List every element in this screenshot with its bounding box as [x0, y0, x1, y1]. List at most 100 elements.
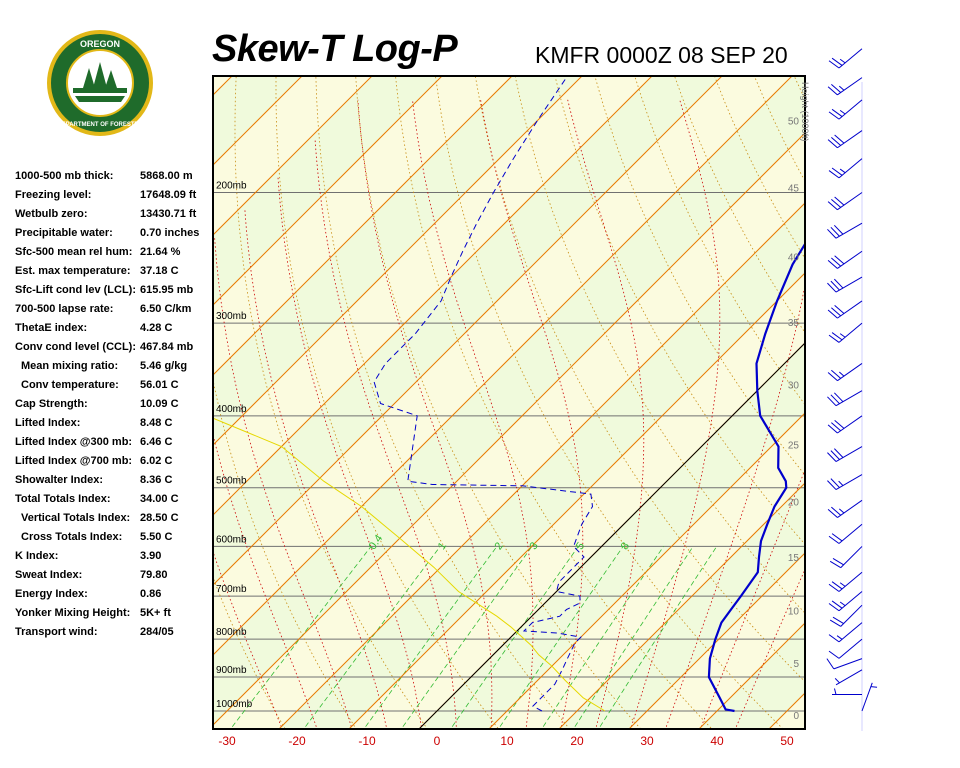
isotherm-line — [348, 272, 805, 729]
index-value: 6.46 C — [140, 436, 173, 448]
wind-barb — [827, 250, 863, 269]
wind-barb — [827, 474, 863, 490]
mixing-ratio-line — [542, 546, 664, 727]
sounding-indices-list: 1000-500 mb thick: 5868.00 m Freezing leve… — [15, 168, 215, 643]
dry-adiabat-line — [935, 0, 960, 730]
index-row: Conv cond level (CCL): 467.84 mb — [15, 339, 215, 358]
height-tick-label: 45 — [788, 184, 800, 195]
index-value: 21.64 % — [140, 246, 181, 258]
index-label: Lifted Index @300 mb: — [15, 436, 133, 448]
index-row: Transport wind: 284/05 — [15, 624, 215, 643]
height-tick-label: 50 — [788, 117, 800, 128]
isotherm-line — [213, 76, 443, 306]
height-tick-label: 25 — [788, 440, 800, 451]
x-tick-label: 0 — [434, 734, 441, 748]
height-tick-label: 5 — [793, 659, 799, 670]
moist-adiabat-line — [244, 208, 387, 727]
index-value: 0.70 inches — [140, 227, 200, 239]
index-row: Lifted Index @300 mb: 6.46 C — [15, 434, 215, 453]
index-row: Precipitable water: 0.70 inches — [15, 225, 215, 244]
mixing-ratio-label: 3 — [528, 540, 541, 552]
moist-adiabat-line — [314, 140, 457, 727]
dry-adiabat-line — [234, 76, 428, 729]
wind-barb — [827, 222, 863, 239]
wind-barb — [826, 658, 863, 670]
wind-barb — [827, 415, 863, 434]
isotherm-line — [278, 202, 805, 729]
index-label: Yonker Mixing Height: — [15, 607, 131, 619]
moist-adiabat-line — [357, 99, 493, 727]
index-row: Lifted Index: 8.48 C — [15, 415, 215, 434]
index-value: 17648.09 ft — [140, 189, 197, 201]
x-tick-label: 20 — [570, 734, 584, 748]
moist-adiabat-line — [665, 282, 805, 727]
index-label: Freezing level: — [15, 189, 92, 201]
wind-barb — [832, 688, 862, 695]
mixing-ratio-line — [499, 546, 624, 727]
dry-adiabat-line — [435, 76, 784, 729]
wind-barb — [828, 158, 863, 179]
pressure-label: 200mb — [216, 181, 247, 192]
height-tick-label: 10 — [788, 606, 800, 617]
parcel-profile-line — [213, 417, 606, 712]
index-row: Cross Totals Index: 5.50 C — [15, 529, 215, 548]
dry-adiabat-line — [554, 76, 805, 545]
pressure-label: 600mb — [216, 534, 247, 545]
height-tick-label: 40 — [788, 253, 800, 264]
index-value: 6.50 C/km — [140, 303, 192, 315]
wind-barb — [828, 622, 863, 643]
index-value: 4.28 C — [140, 322, 173, 334]
oregon-department-of-forestry-logo: OREGON DEPARTMENT OF FORESTRY — [47, 30, 153, 136]
pressure-label: 900mb — [216, 665, 247, 676]
index-label: Showalter Index: — [15, 474, 104, 486]
index-label: K Index: — [15, 550, 59, 562]
index-value: 8.36 C — [140, 474, 173, 486]
isotherm-line — [558, 482, 805, 729]
zero-isotherm-line — [418, 342, 805, 729]
isotherm-line — [213, 76, 723, 586]
pressure-label: 400mb — [216, 404, 247, 415]
isotherm-line — [213, 76, 653, 516]
index-label: Est. max temperature: — [15, 265, 131, 277]
logo-bottom-text: DEPARTMENT OF FORESTRY — [57, 122, 142, 128]
dry-adiabat-line — [474, 76, 805, 683]
x-tick-label: 10 — [500, 734, 514, 748]
index-value: 28.50 C — [140, 512, 179, 524]
isotherm-line — [839, 76, 960, 729]
moist-adiabat-line — [277, 175, 422, 727]
height-tick-label: 30 — [788, 381, 800, 392]
pressure-label: 300mb — [216, 311, 247, 322]
index-value: 5868.00 m — [140, 170, 193, 182]
index-row: Cap Strength: 10.09 C — [15, 396, 215, 415]
x-tick-label: -30 — [218, 734, 236, 748]
temperature-band — [213, 76, 805, 725]
index-row: K Index: 3.90 — [15, 548, 215, 567]
isotherm-line — [213, 132, 805, 726]
x-tick-label: 40 — [710, 734, 724, 748]
wind-barb — [827, 390, 863, 407]
wind-barb — [827, 276, 863, 293]
index-row: Mean mixing ratio: 5.46 g/kg — [15, 358, 215, 377]
wind-barb — [828, 48, 863, 69]
wind-barb — [828, 322, 863, 343]
index-label: Energy Index: — [15, 588, 88, 600]
temperature-profile-line — [707, 241, 805, 713]
index-row: Sfc-Lift cond lev (LCL): 615.95 mb — [15, 282, 215, 301]
height-tick-label: 20 — [788, 498, 800, 509]
height-axis-title: Height (1000ft) — [800, 82, 810, 142]
index-value: 3.90 — [140, 550, 162, 562]
height-tick-label: 15 — [788, 553, 800, 564]
moist-adiabat-line — [412, 99, 534, 727]
index-row: Wetbulb zero: 13430.71 ft — [15, 206, 215, 225]
mixing-ratio-label: 1 — [436, 540, 449, 552]
isotherm-line — [628, 552, 805, 729]
index-value: 37.18 C — [140, 265, 179, 277]
dry-adiabat-line — [54, 0, 143, 730]
wind-barb — [827, 446, 863, 462]
index-row: Lifted Index @700 mb: 6.02 C — [15, 453, 215, 472]
dry-adiabat-line — [826, 0, 960, 730]
wind-barb — [827, 363, 863, 382]
index-row: ThetaE index: 4.28 C — [15, 320, 215, 339]
index-label: 700-500 lapse rate: — [15, 303, 114, 315]
